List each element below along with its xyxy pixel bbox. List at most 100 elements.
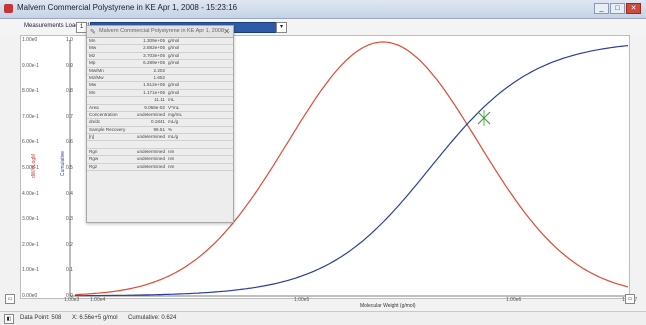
left-tick-label: 1.00e0 [22, 37, 38, 43]
result-unit: % [168, 126, 173, 132]
results-row: Mn 1.309e+05 g/mol [87, 38, 233, 46]
result-key: Mz/Mw [89, 74, 104, 80]
distribution-curve [74, 41, 629, 296]
result-unit: nm [168, 148, 175, 154]
right-tick-label: 0.8 [66, 88, 73, 95]
result-key: Mw [89, 45, 97, 51]
results-row: Mz 3.703e+05 g/mol [87, 52, 233, 61]
result-unit: g/mol [168, 60, 180, 66]
results-row: Rgw undetermined nm [87, 156, 233, 164]
result-value: 9.056e-02 [144, 104, 165, 110]
close-button[interactable]: ✕ [626, 3, 641, 14]
results-row: Mw 2.882e+05 g/mol [87, 45, 233, 53]
result-unit: mg/mL [168, 111, 183, 117]
left-tick-label: 2.00e-1 [22, 241, 39, 248]
left-tick-label: 3.00e-1 [22, 216, 39, 223]
results-row: [η] undetermined mL/g [87, 134, 233, 142]
result-key: [η] [89, 134, 95, 140]
results-panel-header[interactable]: ✎ Malvern Commercial Polystyrene in KE A… [87, 26, 233, 38]
result-value: 3.703e+05 [143, 52, 165, 58]
result-key: Mw [89, 82, 97, 88]
result-unit: g/mol [168, 45, 180, 51]
results-row: Rgn undetermined nm [87, 148, 233, 157]
right-tick-label: 0.0 [66, 293, 73, 299]
left-tick-label: 1.00e-1 [22, 267, 39, 274]
results-row: dn/dc 0.1841 mL/g [87, 119, 233, 127]
result-key: Sample Recovery [89, 126, 126, 132]
result-value: 1.512e+05 [143, 82, 165, 88]
results-row: Area 9.056e-02 V*mL [87, 105, 233, 112]
results-row: Rgz undetermined nm [87, 163, 233, 172]
result-value: 2.202 [153, 67, 166, 73]
results-row: Sample Recovery 99.51% [87, 126, 233, 135]
results-row: Mp 6.289e+05 g/mol [87, 60, 233, 68]
chevron-down-icon[interactable]: ▾ [276, 22, 287, 33]
result-value: undetermined [136, 156, 165, 162]
left-tick-label: 8.00e-1 [22, 88, 39, 95]
axis-scale-right-button[interactable]: ▭ [625, 294, 635, 304]
results-row: Mz/Mw 1.652 [87, 74, 233, 83]
left-axis-title: dW/dLogM [31, 153, 37, 178]
status-y-value: Cumulative: 0.624 [128, 315, 177, 321]
result-key: dn/dc [89, 119, 101, 125]
right-tick-label: 0.2 [66, 241, 73, 248]
axis-scale-button[interactable]: ▭ [5, 294, 15, 304]
results-row: 11.11 mL [87, 97, 233, 105]
pencil-icon: ✎ [90, 29, 96, 36]
x-tick-label: 1.00e6 [506, 297, 522, 303]
right-tick-label: 0.5 [66, 165, 73, 171]
x-tick-label: 1.00e5 [294, 297, 310, 303]
result-value: undetermined [136, 163, 165, 169]
results-row [87, 141, 233, 149]
result-unit: nm [168, 156, 175, 162]
result-unit: mL [168, 97, 175, 103]
left-tick-label: 0.00e0 [22, 293, 38, 299]
result-key: Mp [89, 60, 96, 66]
left-tick-label: 7.00e-1 [22, 113, 39, 120]
results-row: Concentration undetermined mg/mL [87, 111, 233, 120]
status-data-point: Data Point: 508 [20, 315, 62, 321]
result-value: 1.652 [153, 74, 166, 80]
result-value: 1.309e+05 [143, 38, 165, 43]
right-tick-label: 0.3 [66, 216, 73, 223]
status-toggle-button[interactable]: ◧ [4, 314, 14, 324]
x-tick-label: 1.00e4 [90, 297, 106, 303]
maximize-button[interactable]: □ [610, 3, 625, 14]
results-row: Mw 1.512e+05 g/mol [87, 82, 233, 90]
cumulative-curve [75, 45, 629, 297]
results-row: Mn 1.171e+05 g/mol [87, 89, 233, 98]
result-unit: V*mL [168, 104, 180, 110]
right-tick-label: 0.4 [66, 190, 73, 197]
left-tick-label: 6.00e-1 [22, 139, 39, 146]
result-value: 2.882e+05 [143, 45, 165, 51]
result-key: Mn [89, 89, 96, 95]
result-key: Mw/Mn [89, 67, 104, 73]
result-value: 1.171e+05 [143, 89, 165, 95]
result-value: 6.289e+05 [143, 60, 165, 66]
left-tick-label: 4.00e-1 [22, 190, 39, 197]
result-unit: g/mol [168, 89, 180, 95]
right-tick-label: 0.7 [66, 113, 73, 120]
close-icon[interactable]: ✕ [223, 27, 230, 36]
right-tick-label: 0.9 [66, 62, 73, 69]
window-title: Malvern Commercial Polystyrene in KE Apr… [17, 3, 238, 12]
right-tick-label: 0.6 [66, 139, 73, 146]
result-unit: mL/g [168, 134, 179, 140]
result-key: Rgz [89, 163, 98, 169]
result-key: Concentration [89, 111, 118, 117]
results-panel[interactable]: ✎ Malvern Commercial Polystyrene in KE A… [86, 25, 234, 223]
x-tick-label: 1.00e3 [64, 297, 80, 303]
results-panel-title: Malvern Commercial Polystyrene in KE Apr… [99, 28, 231, 34]
result-key: Rgw [89, 156, 99, 162]
left-tick-label: 9.00e-1 [22, 62, 39, 69]
minimize-button[interactable]: _ [594, 3, 609, 14]
right-tick-label: 1.0 [66, 37, 73, 43]
result-unit: mL/g [168, 119, 179, 125]
status-bar: ◧ Data Point: 508 X: 6.56e+5 g/mol Cumul… [0, 311, 646, 325]
app-icon [4, 4, 13, 13]
result-value: 99.51 [153, 126, 166, 132]
result-value: undetermined [136, 148, 165, 154]
result-key: Mz [89, 52, 96, 58]
